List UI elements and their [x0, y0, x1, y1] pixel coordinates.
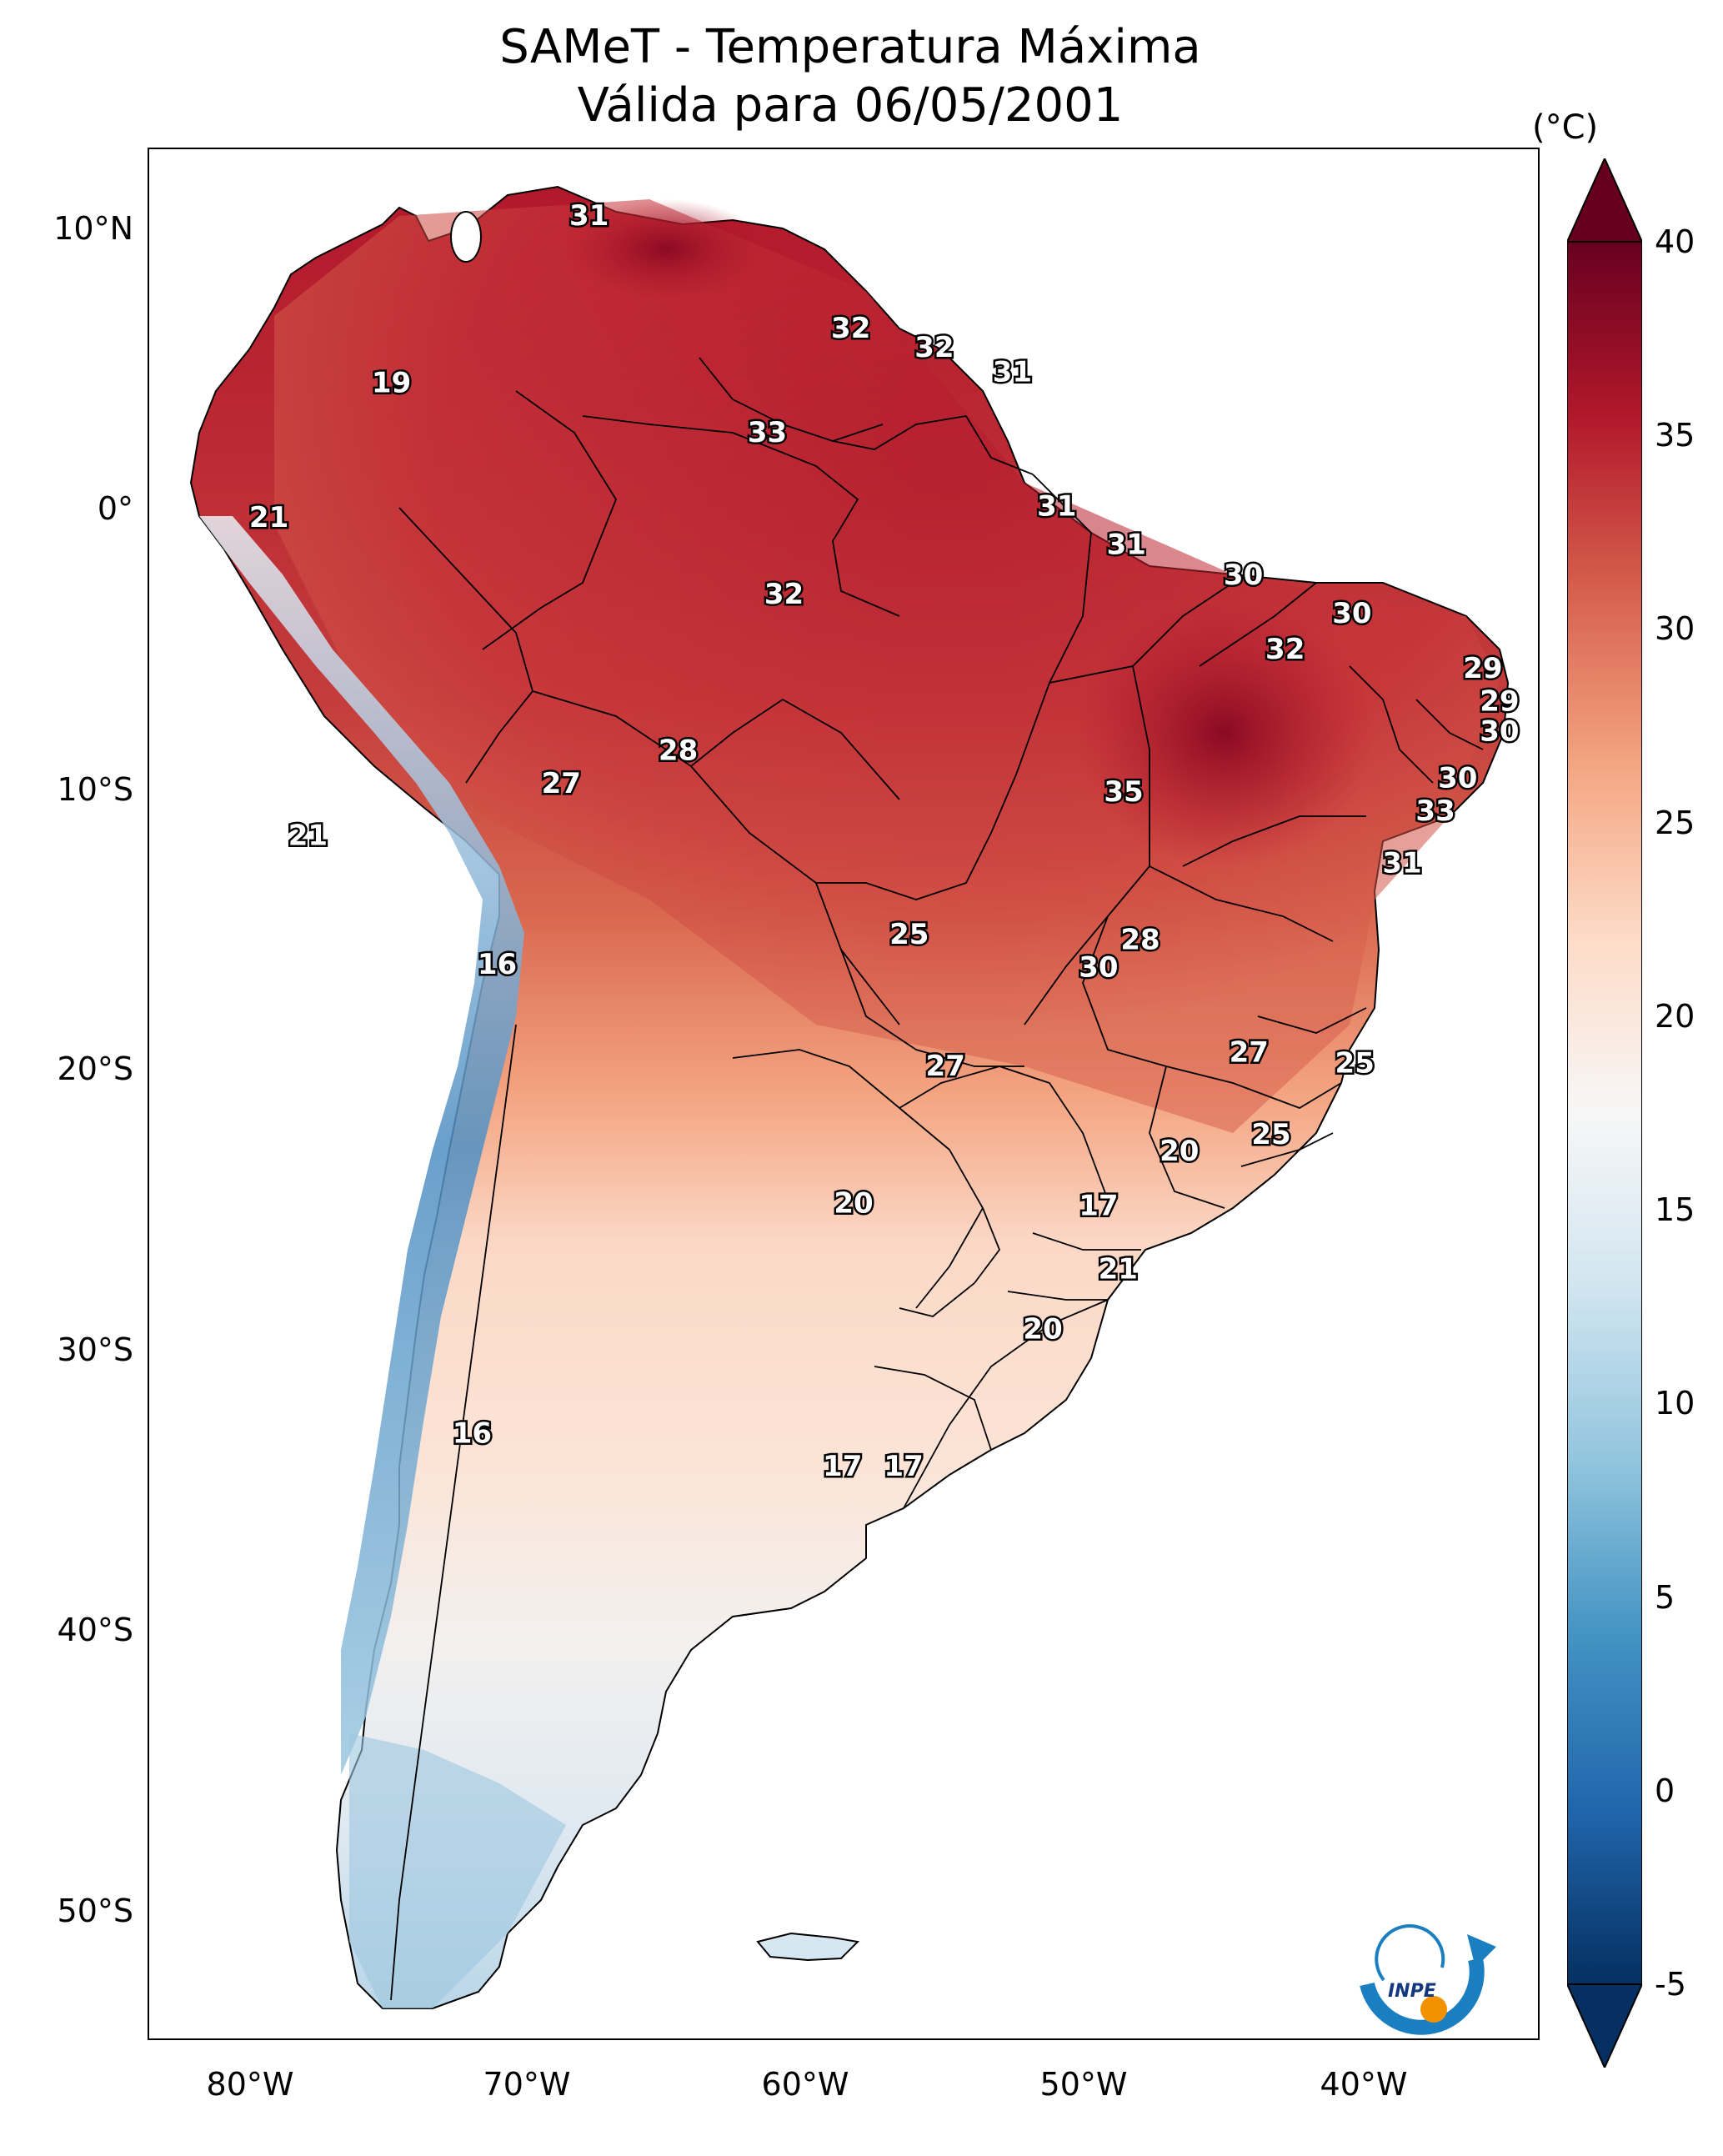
- colorbar: [1567, 158, 1642, 2068]
- temperature-label: 21: [288, 820, 328, 853]
- temperature-label: 28: [659, 735, 698, 768]
- lat-label-40s: 40°S: [57, 1612, 133, 1648]
- temperature-label: 33: [1415, 795, 1455, 828]
- title-line-1: SAMeT - Temperatura Máxima: [499, 20, 1201, 74]
- lon-label-70w: 70°W: [483, 2066, 571, 2103]
- temperature-label: 33: [748, 416, 787, 449]
- temperature-label: 31: [1107, 529, 1146, 562]
- temperature-label: 31: [993, 356, 1032, 389]
- colorbar-tick-5: 5: [1655, 1579, 1675, 1616]
- colorbar-tick-20: 20: [1655, 998, 1695, 1035]
- temperature-label: 17: [884, 1450, 923, 1483]
- temperature-label: 25: [1251, 1118, 1290, 1151]
- temperature-label: 28: [1120, 924, 1160, 957]
- temperature-label: 32: [764, 578, 804, 611]
- colorbar-tick-25: 25: [1655, 805, 1695, 841]
- temperature-label: 21: [1099, 1252, 1138, 1286]
- lon-label-80w: 80°W: [206, 2066, 294, 2103]
- patagonia-cold-zone: [349, 1733, 566, 2008]
- lat-label-50s: 50°S: [57, 1893, 133, 1929]
- temperature-label: 19: [372, 367, 411, 400]
- lon-label-60w: 60°W: [761, 2066, 849, 2103]
- lon-label-50w: 50°W: [1039, 2066, 1128, 2103]
- temperature-label: 30: [1332, 597, 1371, 630]
- temperature-label: 16: [478, 948, 517, 981]
- temperature-label: 25: [1335, 1047, 1375, 1081]
- colorbar-tick-15: 15: [1655, 1191, 1695, 1228]
- lake-maracaibo: [450, 211, 482, 263]
- temperature-label: 32: [914, 331, 954, 364]
- colorbar-gradient: [1567, 241, 1642, 1985]
- temperature-label: 17: [823, 1450, 862, 1483]
- lat-label-0: 0°: [97, 490, 133, 527]
- temperature-label: 31: [1382, 846, 1421, 880]
- temperature-label: 32: [831, 312, 870, 345]
- map-panel: 31 32 32 31 19 33 31 21 31 30 32 30 32 29 29 30 28 27 30 35…: [148, 148, 1540, 2040]
- lat-label-10s: 10°S: [57, 771, 133, 808]
- colorbar-tick-neg5: -5: [1655, 1966, 1686, 2003]
- temperature-label: 29: [1480, 684, 1519, 718]
- temperature-label: 30: [1480, 714, 1519, 748]
- temperature-label: 27: [1230, 1035, 1269, 1069]
- lon-label-40w: 40°W: [1320, 2066, 1408, 2103]
- colorbar-min-extension: [1567, 1983, 1642, 2068]
- heat-core-venezuela: [566, 199, 766, 299]
- temperature-label: 25: [889, 918, 929, 951]
- temperature-label: 29: [1463, 652, 1502, 685]
- map-title: SAMeT - Temperatura Máxima Válida para 0…: [150, 18, 1550, 135]
- temperature-label: 31: [569, 199, 609, 233]
- temperature-label: 27: [542, 767, 581, 800]
- temperature-label: 30: [1224, 559, 1263, 592]
- andes-cold-band: [199, 516, 524, 1775]
- colorbar-tick-0: 0: [1655, 1772, 1675, 1809]
- falkland-islands: [756, 1932, 860, 1962]
- temperature-label: 32: [1265, 633, 1305, 666]
- lat-label-20s: 20°S: [57, 1050, 133, 1087]
- temperature-label: 27: [926, 1050, 965, 1083]
- country-borders: [390, 357, 1484, 2001]
- temperature-label: 31: [1037, 490, 1076, 524]
- colorbar-tick-35: 35: [1655, 417, 1695, 454]
- temperature-label: 16: [453, 1417, 492, 1451]
- temperature-label: 35: [1104, 775, 1143, 809]
- title-line-2: Válida para 06/05/2001: [577, 78, 1124, 133]
- temperature-label: 20: [1160, 1135, 1199, 1168]
- heat-core-brazil: [1074, 599, 1375, 866]
- colorbar-tick-40: 40: [1655, 223, 1695, 260]
- temperature-label: 17: [1079, 1190, 1118, 1223]
- colorbar-tick-10: 10: [1655, 1385, 1695, 1421]
- temperature-label: 30: [1079, 950, 1118, 984]
- colorbar-unit: (°C): [1532, 108, 1599, 147]
- svg-text:INPE: INPE: [1388, 1981, 1436, 2002]
- lat-label-10n: 10°N: [53, 210, 133, 247]
- lat-label-30s: 30°S: [57, 1331, 133, 1368]
- colorbar-max-extension: [1567, 158, 1642, 243]
- temperature-label: 30: [1438, 761, 1477, 795]
- temperature-label: 20: [1023, 1313, 1062, 1346]
- inpe-logo: INPE: [1360, 1924, 1496, 2035]
- temperature-label: 21: [249, 501, 288, 534]
- tropical-heat-zone: [274, 199, 1500, 1133]
- temperature-label: 20: [834, 1186, 873, 1220]
- colorbar-tick-30: 30: [1655, 610, 1695, 647]
